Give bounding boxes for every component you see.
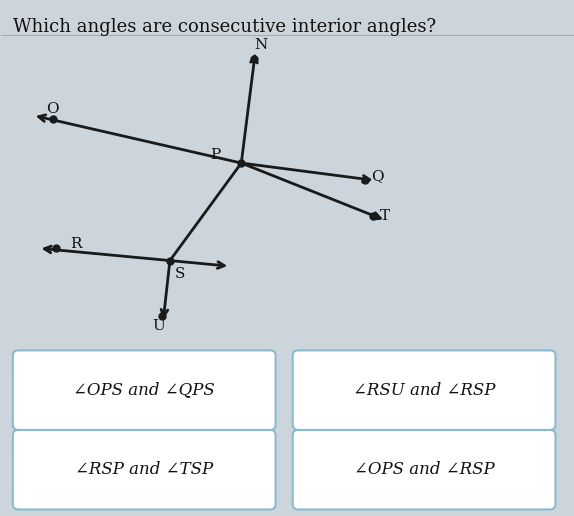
Text: S: S [175,267,185,281]
FancyBboxPatch shape [293,350,556,430]
Text: R: R [70,237,82,251]
Text: N: N [255,38,268,52]
FancyBboxPatch shape [293,430,556,509]
Text: P: P [211,149,221,163]
Text: ∠RSP and ∠TSP: ∠RSP and ∠TSP [75,461,214,478]
Text: ∠RSU and ∠RSP: ∠RSU and ∠RSP [353,382,495,399]
Text: Which angles are consecutive interior angles?: Which angles are consecutive interior an… [13,18,436,36]
Text: O: O [46,102,59,116]
Text: U: U [152,319,165,333]
Text: Q: Q [371,169,383,183]
Text: ∠OPS and ∠RSP: ∠OPS and ∠RSP [354,461,494,478]
Text: ∠OPS and ∠QPS: ∠OPS and ∠QPS [73,382,215,399]
Text: T: T [380,209,390,223]
FancyBboxPatch shape [13,350,276,430]
FancyBboxPatch shape [13,430,276,509]
